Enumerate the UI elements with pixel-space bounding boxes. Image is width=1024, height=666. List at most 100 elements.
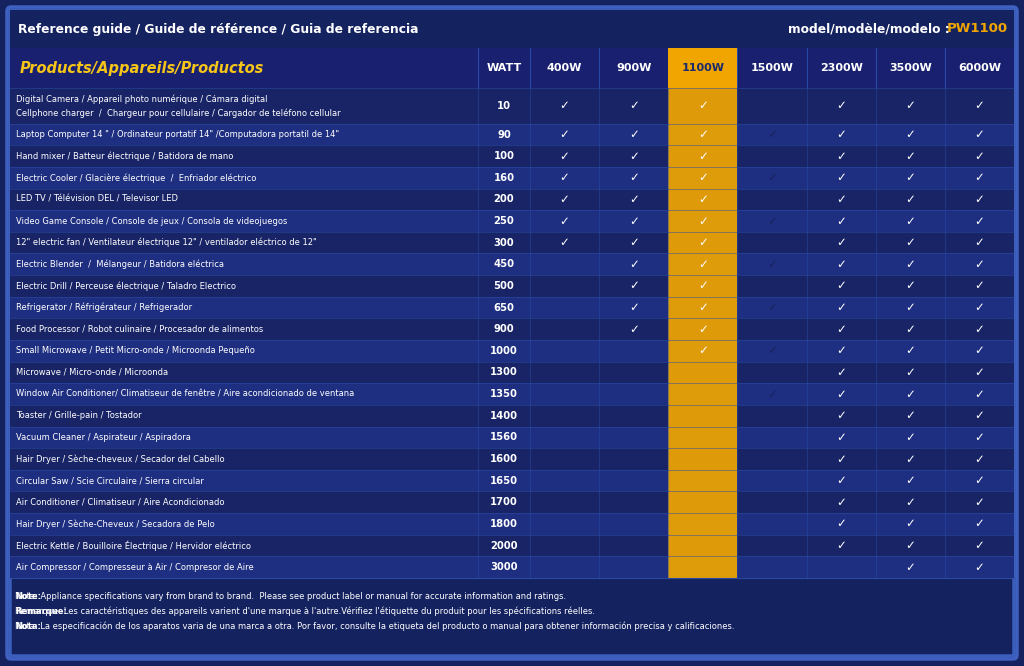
Text: Electric Drill / Perceuse électrique / Taladro Electrico: Electric Drill / Perceuse électrique / T… (16, 281, 236, 290)
Text: 160: 160 (494, 172, 514, 182)
Bar (669, 448, 737, 470)
Text: ✓: ✓ (767, 301, 777, 314)
Text: Microwave / Micro-onde / Microonda: Microwave / Micro-onde / Microonda (16, 368, 168, 377)
Text: Digital Camera / Appareil photo numérique / Cámara digital: Digital Camera / Appareil photo numériqu… (16, 95, 267, 104)
Text: Electric Kettle / Bouilloire Électrique / Hervidor eléctrico: Electric Kettle / Bouilloire Électrique … (16, 540, 251, 551)
Text: ✓: ✓ (837, 517, 846, 530)
Text: ✓: ✓ (698, 236, 708, 249)
Text: ✓: ✓ (905, 517, 915, 530)
Bar (10, 10, 1014, 48)
Text: Note:: Note: (15, 592, 41, 601)
Text: 1100W: 1100W (681, 63, 724, 73)
Text: ✓: ✓ (905, 214, 915, 228)
Text: 2000: 2000 (490, 541, 518, 551)
Text: Cellphone charger  /  Chargeur pour cellulaire / Cargador de teléfono cellular: Cellphone charger / Chargeur pour cellul… (16, 109, 341, 118)
Text: ✓: ✓ (975, 171, 984, 184)
Text: ✓: ✓ (560, 171, 569, 184)
Text: ✓: ✓ (698, 128, 708, 141)
Bar (669, 384, 737, 405)
Text: Air Conditioner / Climatiseur / Aire Acondicionado: Air Conditioner / Climatiseur / Aire Aco… (16, 498, 224, 507)
Text: ✓: ✓ (975, 517, 984, 530)
Text: 1650: 1650 (490, 476, 518, 486)
Text: Nota:: Nota: (15, 622, 41, 631)
Text: Video Game Console / Console de jeux / Consola de videojuegos: Video Game Console / Console de jeux / C… (16, 216, 288, 226)
FancyBboxPatch shape (10, 10, 1014, 656)
Text: ✓: ✓ (905, 409, 915, 422)
Text: 100: 100 (494, 151, 514, 161)
Text: ✓: ✓ (905, 150, 915, 163)
Text: ✓: ✓ (905, 193, 915, 206)
Text: ✓: ✓ (975, 323, 984, 336)
Text: ✓: ✓ (629, 128, 639, 141)
Bar (669, 426, 737, 448)
Text: ✓: ✓ (975, 561, 984, 573)
Text: Vacuum Cleaner / Aspirateur / Aspiradora: Vacuum Cleaner / Aspirateur / Aspiradora (16, 433, 190, 442)
Text: ✓: ✓ (767, 323, 777, 336)
Bar (10, 513, 1014, 535)
Text: ✓: ✓ (560, 128, 569, 141)
Text: 1560: 1560 (490, 432, 518, 442)
Text: ✓: ✓ (905, 366, 915, 379)
Text: 300: 300 (494, 238, 514, 248)
Text: ✓: ✓ (975, 128, 984, 141)
Text: 1000: 1000 (490, 346, 518, 356)
Text: ✓: ✓ (837, 214, 846, 228)
Text: ✓: ✓ (767, 171, 777, 184)
Bar (669, 145, 737, 167)
Text: WATT: WATT (486, 63, 521, 73)
Text: 12" electric fan / Ventilateur électrique 12" / ventilador eléctrico de 12": 12" electric fan / Ventilateur électriqu… (16, 238, 316, 248)
Text: Food Processor / Robot culinaire / Procesador de alimentos: Food Processor / Robot culinaire / Proce… (16, 325, 263, 334)
Text: Remarque:: Remarque: (15, 607, 67, 616)
Bar (669, 254, 737, 275)
Text: 1350: 1350 (490, 389, 518, 399)
Text: Remarque: Les caractéristiques des appareils varient d'une marque à l'autre.Véri: Remarque: Les caractéristiques des appar… (15, 607, 595, 617)
Text: ✓: ✓ (975, 236, 984, 249)
Text: ✓: ✓ (629, 193, 639, 206)
Text: 200: 200 (494, 194, 514, 204)
Text: Hair Dryer / Sèche-Cheveux / Secadora de Pelo: Hair Dryer / Sèche-Cheveux / Secadora de… (16, 519, 215, 529)
Text: ✓: ✓ (975, 388, 984, 401)
Text: ✓: ✓ (767, 409, 777, 422)
Text: ✓: ✓ (837, 236, 846, 249)
Text: 900: 900 (494, 324, 514, 334)
Bar (669, 275, 737, 297)
Text: 3500W: 3500W (889, 63, 932, 73)
Text: PW1100: PW1100 (947, 23, 1008, 35)
Text: model/modèle/modelo :: model/modèle/modelo : (788, 23, 950, 35)
Text: ✓: ✓ (975, 280, 984, 292)
Text: 6000W: 6000W (957, 63, 1000, 73)
Text: ✓: ✓ (698, 258, 708, 271)
Text: ✓: ✓ (698, 280, 708, 292)
Text: 900W: 900W (616, 63, 651, 73)
Text: Hand mixer / Batteur électrique / Batidora de mano: Hand mixer / Batteur électrique / Batido… (16, 151, 233, 161)
Text: ✓: ✓ (975, 99, 984, 113)
Text: ✓: ✓ (837, 258, 846, 271)
Bar (669, 88, 737, 124)
Bar (10, 340, 1014, 362)
Text: ✓: ✓ (905, 496, 915, 509)
Bar (10, 362, 1014, 384)
Text: ✓: ✓ (837, 409, 846, 422)
Text: ✓: ✓ (767, 280, 777, 292)
Text: ✓: ✓ (629, 99, 639, 113)
Text: 3000: 3000 (490, 562, 518, 572)
Text: Air Compressor / Compresseur à Air / Compresor de Aire: Air Compressor / Compresseur à Air / Com… (16, 563, 254, 571)
Text: ✓: ✓ (905, 388, 915, 401)
Text: ✓: ✓ (629, 171, 639, 184)
Text: ✓: ✓ (975, 150, 984, 163)
Bar (10, 210, 1014, 232)
Text: LED TV / Télévision DEL / Televisor LED: LED TV / Télévision DEL / Televisor LED (16, 195, 178, 204)
Text: 1300: 1300 (490, 368, 518, 378)
Bar (10, 492, 1014, 513)
Text: Reference guide / Guide de référence / Guia de referencia: Reference guide / Guide de référence / G… (18, 23, 419, 35)
Text: Hair Dryer / Sèche-cheveux / Secador del Cabello: Hair Dryer / Sèche-cheveux / Secador del… (16, 454, 224, 464)
Bar (669, 470, 737, 492)
Text: ✓: ✓ (905, 99, 915, 113)
Text: ✓: ✓ (560, 99, 569, 113)
Text: ✓: ✓ (905, 452, 915, 466)
Bar (10, 167, 1014, 188)
Text: ✓: ✓ (767, 150, 777, 163)
Text: 450: 450 (494, 259, 514, 269)
Text: 1800: 1800 (490, 519, 518, 529)
Text: ✓: ✓ (698, 323, 708, 336)
